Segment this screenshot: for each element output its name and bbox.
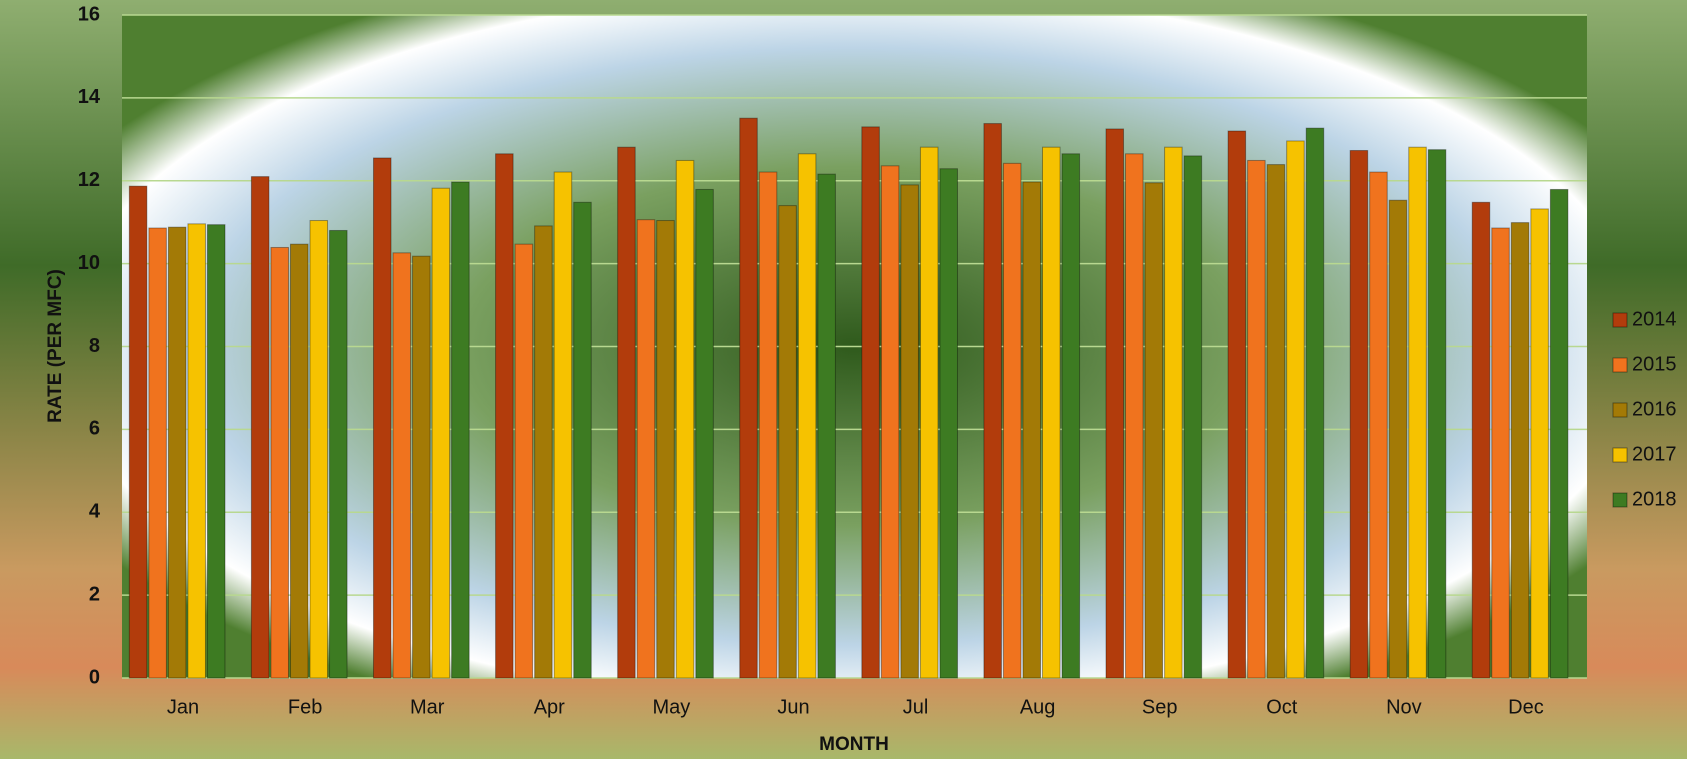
bar bbox=[534, 225, 553, 679]
bar bbox=[309, 220, 329, 679]
bar bbox=[270, 246, 289, 679]
bar bbox=[617, 146, 636, 679]
bar bbox=[1491, 227, 1510, 679]
bar bbox=[1061, 153, 1081, 679]
bar bbox=[983, 123, 1002, 679]
y-tick-label: 6 bbox=[89, 418, 100, 440]
bar bbox=[1510, 222, 1530, 679]
bar bbox=[1349, 150, 1369, 679]
bar bbox=[1549, 188, 1569, 679]
bar bbox=[861, 126, 880, 679]
legend-label: 2015 bbox=[1632, 353, 1677, 375]
x-tick-label: Feb bbox=[288, 696, 322, 718]
bar bbox=[1002, 162, 1022, 679]
bar bbox=[514, 243, 534, 679]
bar bbox=[187, 223, 206, 679]
bar bbox=[1530, 208, 1549, 679]
bar bbox=[148, 227, 167, 679]
x-tick-label: Oct bbox=[1266, 696, 1298, 718]
legend-swatch bbox=[1612, 447, 1628, 463]
bar bbox=[372, 157, 392, 679]
bar bbox=[1105, 128, 1125, 679]
legend-swatch bbox=[1612, 312, 1628, 328]
bar bbox=[656, 220, 675, 679]
bar bbox=[1305, 127, 1325, 679]
legend-label: 2017 bbox=[1632, 443, 1677, 465]
bar bbox=[1227, 130, 1247, 679]
bar bbox=[250, 176, 270, 679]
bar bbox=[451, 181, 470, 679]
bar bbox=[1042, 146, 1061, 679]
legend-swatch bbox=[1612, 492, 1628, 508]
bar bbox=[900, 184, 919, 679]
bar bbox=[636, 219, 656, 679]
bar bbox=[1183, 155, 1203, 679]
y-tick-label: 14 bbox=[78, 86, 101, 108]
legend-label: 2014 bbox=[1632, 308, 1677, 330]
bar bbox=[1408, 146, 1427, 679]
bar bbox=[329, 229, 348, 679]
bar bbox=[797, 153, 817, 679]
y-tick-label: 16 bbox=[78, 3, 100, 25]
x-tick-label: Mar bbox=[410, 696, 445, 718]
bar bbox=[880, 165, 900, 679]
bar bbox=[495, 153, 514, 679]
bar bbox=[778, 205, 797, 679]
x-tick-label: Dec bbox=[1508, 696, 1544, 718]
bar bbox=[392, 252, 412, 679]
bar bbox=[1125, 153, 1144, 679]
y-tick-label: 10 bbox=[78, 252, 100, 274]
x-tick-label: Nov bbox=[1386, 696, 1422, 718]
bar bbox=[1388, 199, 1408, 679]
bar bbox=[1247, 159, 1266, 679]
y-axis-title: RATE (PER MFC) bbox=[45, 269, 66, 423]
bar bbox=[919, 146, 939, 679]
bar bbox=[128, 185, 148, 679]
bar bbox=[412, 255, 431, 679]
x-axis-title: MONTH bbox=[819, 734, 889, 755]
x-tick-label: Jan bbox=[167, 696, 199, 718]
bar bbox=[1471, 201, 1491, 679]
bar bbox=[939, 168, 958, 679]
y-tick-label: 12 bbox=[78, 169, 100, 191]
y-tick-label: 0 bbox=[89, 666, 100, 688]
y-tick-label: 8 bbox=[89, 335, 100, 357]
bar bbox=[1022, 181, 1042, 679]
legend-label: 2018 bbox=[1632, 488, 1677, 510]
bar bbox=[573, 201, 592, 679]
bar bbox=[553, 171, 573, 679]
legend-swatch bbox=[1612, 402, 1628, 418]
bar bbox=[1266, 164, 1286, 679]
y-tick-label: 4 bbox=[89, 501, 101, 523]
bar bbox=[739, 117, 758, 679]
x-tick-label: Aug bbox=[1020, 696, 1056, 718]
x-tick-label: May bbox=[652, 696, 690, 718]
bar bbox=[167, 226, 187, 679]
bar bbox=[675, 159, 695, 679]
x-tick-label: Jul bbox=[903, 696, 929, 718]
bar bbox=[431, 187, 451, 679]
x-tick-label: Jun bbox=[777, 696, 809, 718]
y-tick-label: 2 bbox=[89, 583, 100, 605]
legend-swatch bbox=[1612, 357, 1628, 373]
bar bbox=[817, 173, 836, 679]
x-tick-label: Apr bbox=[534, 696, 565, 718]
bar bbox=[1164, 146, 1183, 679]
bar bbox=[289, 243, 309, 679]
bar bbox=[695, 188, 714, 679]
bar bbox=[1369, 171, 1388, 679]
x-tick-label: Sep bbox=[1142, 696, 1178, 718]
legend-label: 2016 bbox=[1632, 398, 1677, 420]
bar bbox=[758, 171, 778, 679]
bar bbox=[206, 224, 226, 679]
bar bbox=[1286, 140, 1305, 679]
bar bbox=[1144, 182, 1164, 679]
bar bbox=[1427, 149, 1447, 679]
